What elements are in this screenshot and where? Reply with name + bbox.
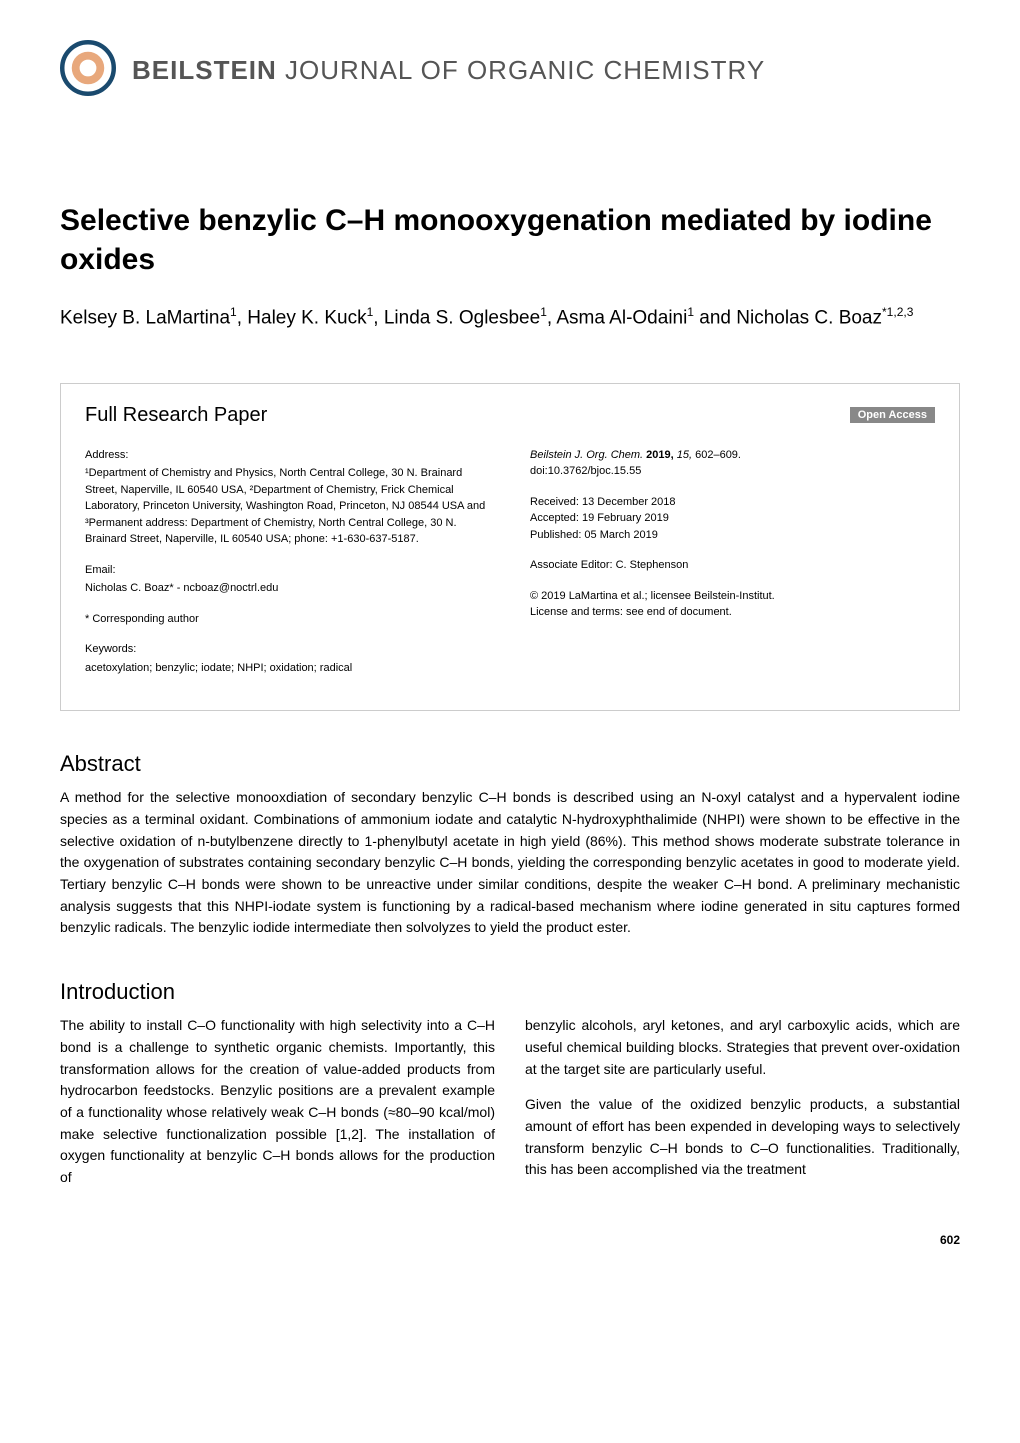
- beilstein-logo-icon: [60, 40, 116, 101]
- introduction-title: Introduction: [60, 979, 960, 1005]
- info-header: Full Research Paper Open Access: [85, 404, 935, 427]
- email-line[interactable]: Nicholas C. Boaz* - ncboaz@noctrl.edu: [85, 580, 490, 597]
- article-info-box: Full Research Paper Open Access Address:…: [60, 383, 960, 712]
- published-date: Published: 05 March 2019: [530, 527, 935, 544]
- paper-type: Full Research Paper: [85, 404, 267, 427]
- journal-header: BEILSTEIN JOURNAL OF ORGANIC CHEMISTRY: [60, 40, 960, 101]
- intro-col-1: The ability to install C–O functionality…: [60, 1015, 495, 1203]
- info-col-left: Address: ¹Department of Chemistry and Ph…: [85, 447, 490, 691]
- keywords-text: acetoxylation; benzylic; iodate; NHPI; o…: [85, 660, 490, 677]
- journal-name-bold: BEILSTEIN: [132, 55, 277, 85]
- associate-editor: Associate Editor: C. Stephenson: [530, 557, 935, 574]
- journal-name: BEILSTEIN JOURNAL OF ORGANIC CHEMISTRY: [132, 55, 765, 86]
- citation: Beilstein J. Org. Chem. 2019, 15, 602–60…: [530, 447, 935, 464]
- keywords-label: Keywords:: [85, 641, 490, 658]
- accepted-date: Accepted: 19 February 2019: [530, 510, 935, 527]
- intro-p3: Given the value of the oxidized benzylic…: [525, 1094, 960, 1181]
- address-text: ¹Department of Chemistry and Physics, No…: [85, 465, 490, 548]
- email-label: Email:: [85, 562, 490, 579]
- intro-p1: The ability to install C–O functionality…: [60, 1015, 495, 1189]
- page-number: 602: [60, 1233, 960, 1247]
- received-date: Received: 13 December 2018: [530, 494, 935, 511]
- corresponding-author: * Corresponding author: [85, 611, 490, 628]
- author-list: Kelsey B. LaMartina1, Haley K. Kuck1, Li…: [60, 303, 960, 333]
- copyright: © 2019 LaMartina et al.; licensee Beilst…: [530, 588, 935, 605]
- journal-name-rest: JOURNAL OF ORGANIC CHEMISTRY: [277, 55, 765, 85]
- address-label: Address:: [85, 447, 490, 464]
- intro-p2: benzylic alcohols, aryl ketones, and ary…: [525, 1015, 960, 1080]
- introduction-columns: The ability to install C–O functionality…: [60, 1015, 960, 1203]
- info-col-right: Beilstein J. Org. Chem. 2019, 15, 602–60…: [530, 447, 935, 691]
- license: License and terms: see end of document.: [530, 604, 935, 621]
- doi[interactable]: doi:10.3762/bjoc.15.55: [530, 463, 935, 480]
- abstract-title: Abstract: [60, 751, 960, 777]
- info-columns: Address: ¹Department of Chemistry and Ph…: [85, 447, 935, 691]
- abstract-text: A method for the selective monooxdiation…: [60, 787, 960, 939]
- intro-col-2: benzylic alcohols, aryl ketones, and ary…: [525, 1015, 960, 1203]
- article-title: Selective benzylic C–H monooxygenation m…: [60, 201, 960, 279]
- open-access-badge: Open Access: [850, 407, 935, 423]
